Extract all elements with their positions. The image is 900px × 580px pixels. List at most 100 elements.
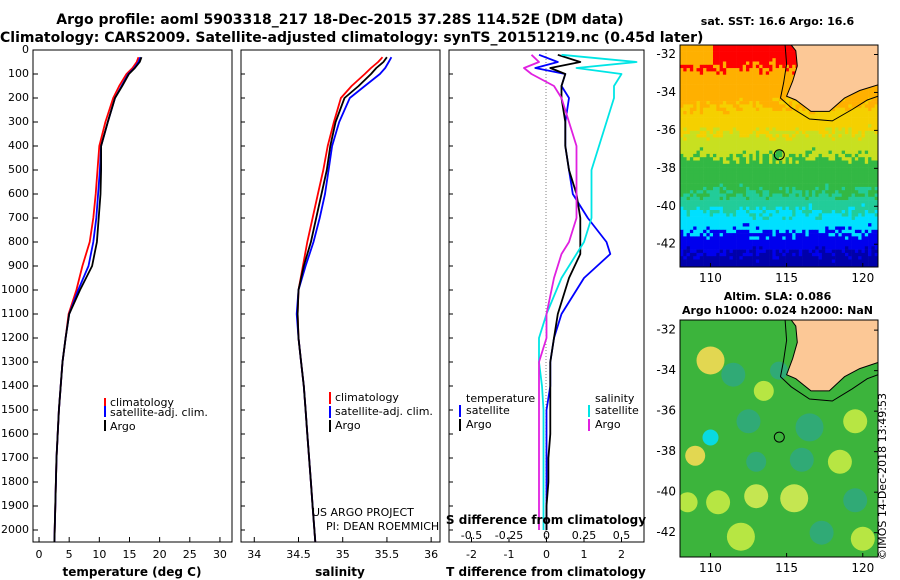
depth-tick-label: 1500: [1, 403, 29, 416]
map-y-tick-label: -32: [656, 47, 676, 61]
legend-satellite: satellite-adj. clim.: [335, 405, 433, 418]
temperature-legend: climatology satellite-adj. clim. Argo: [104, 396, 208, 433]
sla-anomaly: [753, 380, 774, 401]
float-position-marker: [773, 149, 785, 161]
salinity-axis: 34 34.5 35 35.5 36: [247, 537, 438, 561]
depth-tick-label: 1700: [1, 451, 29, 464]
temperature-xlabel: temperature (deg C): [63, 565, 202, 579]
title-line-2: Climatology: CARS2009. Satellite-adjuste…: [0, 30, 704, 46]
x-tick-label: -1: [504, 548, 515, 561]
x-tick-label: 0: [543, 548, 550, 561]
sla-anomaly: [696, 346, 725, 375]
depth-tick-label: 1100: [1, 307, 29, 320]
map-y-tick-label: -36: [656, 123, 676, 137]
x-tick-label: 10: [92, 548, 106, 561]
legend-climatology: climatology: [335, 391, 399, 404]
depth-tick-label: 300: [8, 115, 29, 128]
legend-satellite: satellite-adj. clim.: [110, 406, 208, 419]
depth-tick-label: 500: [8, 163, 29, 176]
depth-tick-label: 1200: [1, 331, 29, 344]
sst-map: 110 115 120 -32 -34 -36 -38 -40 -42: [656, 44, 879, 285]
s-diff-tick-label: -0.25: [495, 529, 523, 542]
series-argo-line: [53, 56, 143, 542]
sla-anomaly: [843, 409, 868, 434]
x-tick-label: -2: [466, 548, 477, 561]
map-x-tick-label: 120: [851, 271, 874, 285]
legend-climatology: climatology: [110, 396, 174, 409]
depth-tick-label: 200: [8, 91, 29, 104]
x-tick-label: 36: [424, 548, 438, 561]
x-tick-label: 34: [247, 548, 261, 561]
sst-map-title: sat. SST: 16.6 Argo: 16.6: [700, 15, 855, 28]
x-tick-label: 34.5: [286, 548, 311, 561]
sla-anomaly: [809, 520, 834, 545]
s-diff-tick-label: 0.25: [572, 529, 597, 542]
sla-anomaly: [744, 484, 769, 509]
legend-t-satellite: satellite: [466, 404, 510, 417]
s-diff-tick-label: -0.5: [461, 529, 482, 542]
series-s-argo-line: [523, 54, 578, 530]
pi-credit: PI: DEAN ROEMMICH: [326, 520, 439, 533]
sla-anomaly: [770, 361, 788, 380]
x-tick-label: 30: [213, 548, 227, 561]
x-tick-label: 35: [336, 548, 350, 561]
t-difference-axis: -2 -1 0 1 2: [466, 537, 625, 561]
land-mass: [786, 45, 878, 112]
sla-anomaly: [850, 526, 875, 551]
depth-tick-label: 1000: [1, 283, 29, 296]
x-tick-label: 5: [66, 548, 73, 561]
depth-tick-label: 700: [8, 211, 29, 224]
depth-tick-label: 1400: [1, 379, 29, 392]
depth-tick-label: 1300: [1, 355, 29, 368]
map-x-tick-label: 115: [775, 561, 798, 575]
depth-tick-label: 800: [8, 235, 29, 248]
difference-panel: -2 -1 0 1 2 T difference from climatology S …: [446, 49, 646, 579]
x-tick-label: 1: [581, 548, 588, 561]
sla-map: 110 115 120 -32 -34 -36 -38 -40 -42: [656, 319, 879, 575]
depth-tick-label: 0: [22, 43, 29, 56]
sla-anomaly: [843, 488, 868, 513]
depth-tick-label: 900: [8, 259, 29, 272]
depth-tick-label: 400: [8, 139, 29, 152]
s-difference-axis: -0.5 -0.25 0 0.25 0.5: [461, 529, 630, 542]
sla-anomaly: [721, 362, 746, 387]
salinity-legend: climatology satellite-adj. clim. Argo: [329, 391, 433, 432]
map-y-tick-label: -42: [656, 237, 676, 251]
legend-temperature-title: temperature: [466, 392, 535, 405]
shelf-contour: [779, 320, 878, 402]
temperature-axis: 0 5 10 15 20 25 30: [36, 537, 227, 561]
legend-argo: Argo: [110, 420, 136, 433]
legend-salinity-title: salinity: [595, 392, 635, 405]
difference-legend: temperature satellite Argo salinity sate…: [459, 392, 639, 431]
map-y-tick-label: -38: [656, 444, 676, 458]
map-x-tick-label: 120: [851, 561, 874, 575]
map-y-tick-label: -40: [656, 199, 676, 213]
float-position-marker: [773, 431, 785, 443]
coastline: [785, 45, 878, 112]
legend-s-satellite: satellite: [595, 404, 639, 417]
map-y-tick-label: -38: [656, 161, 676, 175]
series-argo-line: [296, 56, 388, 542]
map-y-tick-label: -34: [656, 363, 676, 377]
map-y-tick-label: -42: [656, 525, 676, 539]
depth-axis: 0 100 200 300 400 500 600 700 800 900 1000 1100 1200…: [1, 43, 38, 536]
x-tick-label: 15: [122, 548, 136, 561]
series-s-satellite-line: [538, 53, 638, 530]
sla-anomaly: [795, 413, 824, 442]
salinity-panel: 34 34.5 35 35.5 36 salinity climatology sate…: [240, 49, 441, 579]
salinity-xlabel: salinity: [315, 565, 365, 579]
sla-anomaly: [827, 449, 852, 474]
depth-tick-label: 1900: [1, 499, 29, 512]
map-y-tick-label: -34: [656, 85, 676, 99]
sla-map-axes: 110 115 120 -32 -34 -36 -38 -40 -42: [656, 323, 878, 575]
shelf-contour: [779, 45, 878, 122]
x-tick-label: 35.5: [375, 548, 400, 561]
sla-anomaly: [685, 445, 706, 466]
sla-anomaly: [736, 409, 761, 434]
sla-anomaly: [746, 451, 767, 472]
sla-anomaly: [680, 492, 698, 513]
x-tick-label: 20: [153, 548, 167, 561]
map-y-tick-label: -40: [656, 485, 676, 499]
depth-tick-label: 1600: [1, 427, 29, 440]
